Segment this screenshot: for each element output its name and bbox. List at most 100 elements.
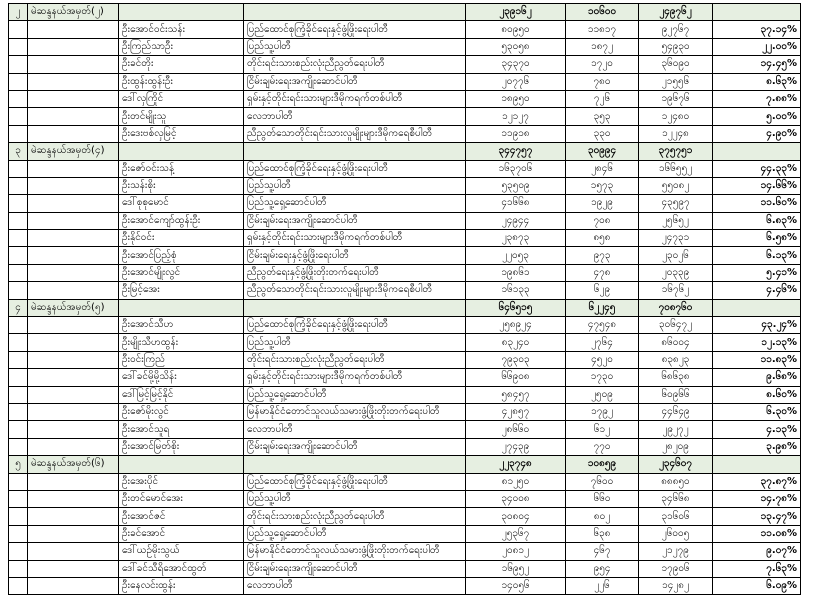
empty-cell (712, 142, 801, 161)
vote-percentage: ၄၄.၃၃% (712, 159, 801, 178)
candidate-name: ဦးအေးပိုင် (118, 472, 244, 491)
empty-cell (8, 194, 28, 213)
candidate-name: ဦးတင်မောင်အေး (118, 489, 244, 509)
votes-1: ၁၉၈၆၁ (465, 263, 566, 283)
empty-cell (8, 246, 28, 265)
vote-percentage: ၄.၁၃% (712, 420, 801, 439)
candidate-row: ဦးအောင်ပြည့်စုံ ငြိမ်းချမ်းရေးနှင့်ဖွံ့ဖြ… (8, 246, 801, 265)
candidate-name: ဦးနေလင်းထွန်း (118, 576, 244, 596)
empty-cell (8, 281, 28, 300)
votes-total: ၂၅၆၅၂ (638, 211, 713, 231)
votes-total: ၄၄၆၄၉ (638, 402, 713, 422)
candidate-row: ဦးမျိုးသီဟထွန်း ပြည်သူ့ပါတီ ၈၃၂၄၀ ၂၇၆၄ ၈၆၀၀၄… (8, 333, 801, 352)
votes-2: ၂၂၆ (565, 576, 639, 596)
votes-total: ၆၈၆၃၈ (638, 368, 713, 387)
party-name: လေဘာပါတီ (243, 420, 466, 439)
party-name: လေဘာပါတီ (243, 576, 466, 596)
total-votes-2: ၁၀၆၀၀ (565, 2, 639, 22)
votes-total: ၂၃၀၂၆ (638, 246, 713, 265)
candidate-row: ဦးတင်မောင်အေး ပြည်သူ့ပါတီ ၃၄၀၀၈ ၆၆၀ ၃၄၆၆၈ ၁၄.… (8, 489, 801, 509)
vote-percentage: ၃၇.၁၄% (712, 20, 801, 39)
candidate-name: ဦးမျိုးသီဟထွန်း (118, 333, 244, 352)
vote-percentage: ၆.၅၈% (712, 229, 801, 248)
vote-percentage: ၁၃.၄၇% (712, 507, 801, 526)
empty-cell (243, 455, 466, 474)
votes-2: ၃၃၀ (565, 124, 639, 144)
votes-2: ၁၅၇၃ (565, 176, 639, 196)
votes-1: ၈၀၉၅၀ (465, 20, 566, 39)
vote-percentage: ၁၄.၆၆% (712, 176, 801, 196)
party-name: မြန်မာနိုင်ငံတောင်သူလယ်သမားဖွံ့ဖြိုးတိုး… (243, 402, 466, 422)
votes-1: ၁၈၉၅၀ (465, 89, 566, 109)
votes-2: ၇၇၀ (565, 437, 639, 457)
empty-cell (27, 211, 119, 231)
empty-cell (27, 420, 119, 439)
candidate-name: ဦးတင်မျိုးသူ (118, 107, 244, 126)
party-name: ငြိမ်းချမ်းရေးအကျိုးဆောင်ပါတီ (243, 559, 466, 578)
candidate-row: ဦးအောင်ကျော်ထွန်းဦး ငြိမ်းချမ်းရေးအကျိုးဆ… (8, 211, 801, 231)
votes-total: ၈၈၈၅၀ (638, 472, 713, 491)
candidate-name: ဦးအောင်ဝင်းသန်း (118, 20, 244, 39)
votes-total: ၃၁၆၀၆ (638, 507, 713, 526)
empty-cell (27, 263, 119, 283)
votes-1: ၃၀၈၀၄ (465, 507, 566, 526)
empty-cell (8, 211, 28, 231)
votes-2: ၄၅၂၀ (565, 350, 639, 370)
party-name: ညီညွတ်သောတိုင်းရင်းသားလူမျိုးများဒီမိုကရ… (243, 281, 466, 300)
votes-total: ၃၀၆၄၇၂ (638, 316, 713, 335)
votes-total: ၃၄၆၆၈ (638, 489, 713, 509)
votes-total: ၂၉၂၇၂ (638, 420, 713, 439)
candidate-name: ဒေါ်ခင်သီရိအောင်ထွတ် (118, 559, 244, 578)
candidate-name: ဦးဇော်မိုးလွင် (118, 402, 244, 422)
empty-cell (27, 55, 119, 74)
votes-2: ၁၁၈၁၇ (565, 20, 639, 39)
empty-cell (8, 316, 28, 335)
party-name: ပြည်ထောင်စုကြံ့ခိုင်ရေးနှင့်ဖွံ့ဖြိုးရေး… (243, 316, 466, 335)
votes-1: ၈၁၂၅၀ (465, 472, 566, 491)
empty-cell (27, 437, 119, 457)
votes-total: ၂၁၅၅၆ (638, 72, 713, 91)
votes-2: ၂၈၄၆ (565, 159, 639, 178)
candidate-row: ဦးဒေးဗစ်လှမြင့် ညီညွတ်သောတိုင်းရင်းသားလူမ… (8, 124, 801, 144)
vote-percentage: ၁၁.၆၀% (712, 194, 801, 213)
votes-2: ၆၁၂ (565, 420, 639, 439)
vote-percentage: ၆.၈၃% (712, 211, 801, 231)
empty-cell (712, 298, 801, 318)
total-votes-sum: ၃၇၅၇၅၁ (638, 142, 713, 161)
party-name: ပြည်သူ့ပါတီ (243, 176, 466, 196)
candidate-row: ဦးကြည်သာဦး ပြည်သူ့ပါတီ ၅၃၀၅၈ ၁၈၇၂ ၅၄၉၃၀ ၂၂.၀၀… (8, 37, 801, 57)
empty-cell (8, 37, 28, 57)
party-name: တိုင်းရင်းသားစည်းလုံးညီညွတ်ရေးပါတီ (243, 507, 466, 526)
vote-percentage: ၁၄.၇၈% (712, 489, 801, 509)
empty-cell (27, 20, 119, 39)
candidate-name: ဦးအောင်ကျော်ထွန်းဦး (118, 211, 244, 231)
votes-2: ၇၈၀ (565, 72, 639, 91)
candidate-row: ဦးနေလင်းထွန်း လေဘာပါတီ ၁၄၀၅၆ ၂၂၆ ၁၄၂၈၂ ၆.၀၉% (8, 576, 801, 596)
candidate-row: ဒေါ်ခင်မို့မို့သိန်း ရှမ်းနှင့်တိုင်းရင်း… (8, 368, 801, 387)
candidate-row: ဦးအောင်ဇင် တိုင်းရင်းသားစည်းလုံးညီညွတ်ရေး… (8, 507, 801, 526)
empty-cell (8, 107, 28, 126)
empty-cell (27, 316, 119, 335)
votes-2: ၇၆၀၀ (565, 472, 639, 491)
election-results-table: ၂မဲဆန္ဒနယ်အမှတ်(၂) ၂၃၉၁၆၂ ၁၀၆၀၀ ၂၄၉၇၆၂ ဦးအော… (8, 2, 801, 596)
empty-cell (27, 507, 119, 526)
total-votes-1: ၂၂၃၇၄၈ (465, 455, 566, 474)
votes-2: ၆၆၀ (565, 489, 639, 509)
candidate-name: ဒေါ်ယဉ်မိုးသွယ် (118, 542, 244, 561)
candidate-row: ဦးအောင်မြတ်စိုး ငြိမ်းချမ်းရေးအကျိုးဆောင်… (8, 437, 801, 457)
party-name: လေဘာပါတီ (243, 107, 466, 126)
constituency-name: မဲဆန္ဒနယ်အမှတ်(၄) (27, 142, 119, 161)
empty-cell (27, 176, 119, 196)
vote-percentage: ၈.၆၀% (712, 385, 801, 404)
votes-2: ၄၆၇ (565, 542, 639, 561)
empty-cell (8, 229, 28, 248)
empty-cell (27, 559, 119, 578)
party-name: ညီညွတ်ရေးနှင့်ဖွံ့ဖြိုးတိုးတက်ရေးပါတီ (243, 263, 466, 283)
empty-cell (27, 194, 119, 213)
votes-total: ၁၂၄၈၀ (638, 107, 713, 126)
votes-1: ၂၇၄၃၉ (465, 437, 566, 457)
votes-1: ၁၆၃၇၀၆ (465, 159, 566, 178)
empty-cell (27, 489, 119, 509)
candidate-row: ဦးခင်အောင် ပြည်သူ့ရှေ့ဆောင်ပါတီ ၂၅၃၆၇ ၆၃၈ ၂၆… (8, 524, 801, 544)
candidate-row: ဦးဇော်ဝင်းသန့် ပြည်ထောင်စုကြံ့ခိုင်ရေးနှင… (8, 159, 801, 178)
